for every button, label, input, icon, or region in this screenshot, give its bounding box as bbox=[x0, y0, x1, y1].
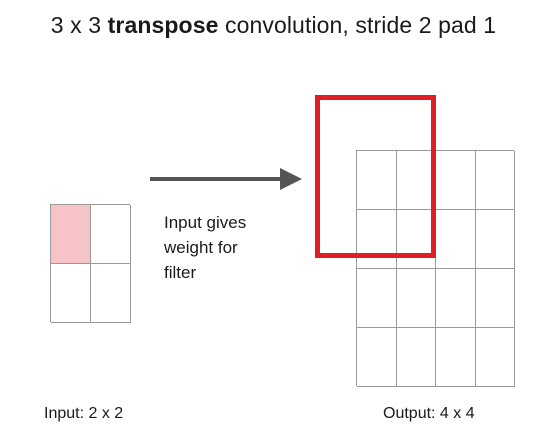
right-arrow-icon bbox=[150, 168, 302, 190]
output-cell bbox=[475, 328, 515, 387]
note-line: filter bbox=[164, 263, 197, 282]
output-cell bbox=[357, 269, 397, 328]
note-line: Input gives bbox=[164, 213, 247, 232]
output-cell bbox=[357, 210, 397, 269]
input-cell bbox=[51, 264, 91, 323]
output-cell bbox=[357, 151, 397, 210]
output-caption: Output: 4 x 4 bbox=[383, 405, 475, 422]
output-cell bbox=[475, 269, 515, 328]
output-cell bbox=[475, 210, 515, 269]
input-cell bbox=[91, 264, 131, 323]
output-cell bbox=[436, 210, 476, 269]
output-cell bbox=[436, 151, 476, 210]
output-cell bbox=[475, 151, 515, 210]
filter-window bbox=[315, 95, 436, 258]
title-emphasis: transpose bbox=[107, 12, 219, 38]
title-prefix: 3 x 3 bbox=[50, 12, 108, 38]
output-cell bbox=[436, 328, 476, 387]
output-cell bbox=[436, 269, 476, 328]
explanation-note: Input gives weight for filter bbox=[164, 210, 284, 285]
diagram-title: 3 x 3 transpose convolution, stride 2 pa… bbox=[0, 12, 547, 39]
output-cell bbox=[396, 269, 436, 328]
output-cell bbox=[357, 328, 397, 387]
input-cell-highlighted bbox=[51, 205, 91, 264]
input-caption: Input: 2 x 2 bbox=[44, 405, 124, 422]
input-grid bbox=[50, 204, 131, 323]
output-cell bbox=[396, 328, 436, 387]
input-cell bbox=[91, 205, 131, 264]
title-suffix: convolution, stride 2 pad 1 bbox=[218, 12, 497, 38]
note-line: weight for bbox=[164, 238, 238, 257]
